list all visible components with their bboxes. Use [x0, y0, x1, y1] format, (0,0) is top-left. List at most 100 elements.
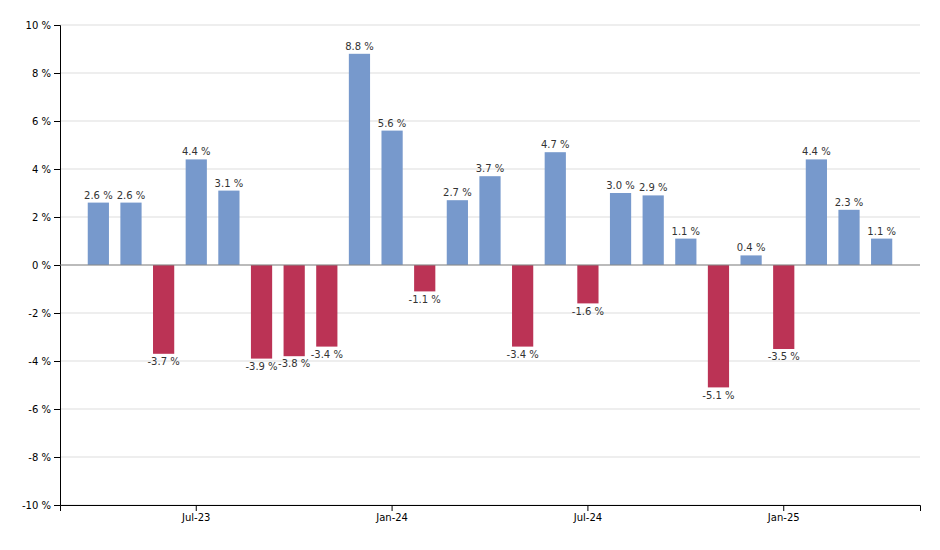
bar	[88, 203, 109, 265]
data-label: 2.9 %	[639, 182, 668, 193]
data-label: 0.4 %	[737, 242, 766, 253]
data-label: 2.6 %	[84, 190, 113, 201]
data-label: 1.1 %	[672, 226, 701, 237]
x-tick-mark	[392, 505, 393, 511]
bar	[153, 265, 174, 354]
y-tick-label: -4 %	[28, 356, 51, 367]
x-tick-mark	[196, 505, 197, 511]
y-tick-label: 10 %	[26, 20, 51, 31]
y-tick-label: -10 %	[22, 500, 51, 511]
grid-line	[60, 409, 920, 410]
data-label: 3.7 %	[476, 163, 505, 174]
y-tick: -2 %	[28, 308, 60, 319]
y-tick-mark	[54, 169, 60, 170]
data-label: 2.3 %	[835, 197, 864, 208]
x-axis-line	[61, 506, 921, 512]
bar	[577, 265, 598, 303]
y-tick-mark	[54, 265, 60, 266]
x-tick: Jul-23	[181, 505, 210, 523]
data-label: -1.1 %	[409, 294, 441, 305]
bar	[218, 191, 239, 265]
data-label: -3.4 %	[311, 349, 343, 360]
bar	[708, 265, 729, 387]
grid-line	[60, 457, 920, 458]
bar	[316, 265, 337, 347]
x-tick: Jan-25	[767, 505, 800, 523]
y-tick-label: 4 %	[32, 164, 51, 175]
x-tick-label: Jul-24	[573, 512, 602, 523]
grid-line	[60, 265, 920, 266]
bar	[512, 265, 533, 347]
data-label: -3.8 %	[278, 358, 310, 369]
bars	[88, 54, 893, 388]
bar	[186, 159, 207, 265]
bar	[479, 176, 500, 265]
bar	[838, 210, 859, 265]
y-tick-label: -6 %	[28, 404, 51, 415]
y-tick-mark	[54, 361, 60, 362]
bar	[675, 239, 696, 265]
y-tick: -8 %	[28, 452, 60, 463]
bar	[545, 152, 566, 265]
y-tick: 4 %	[32, 164, 60, 175]
y-tick-label: -2 %	[28, 308, 51, 319]
bar	[740, 255, 761, 265]
y-tick-label: 6 %	[32, 116, 51, 127]
data-label: 8.8 %	[345, 41, 374, 52]
y-tick-label: 8 %	[32, 68, 51, 79]
y-tick-mark	[54, 73, 60, 74]
y-tick: 2 %	[32, 212, 60, 223]
y-tick: -4 %	[28, 356, 60, 367]
bar	[447, 200, 468, 265]
y-tick-mark	[54, 25, 60, 26]
data-label: 2.6 %	[117, 190, 146, 201]
y-tick-mark	[54, 505, 60, 506]
y-axis: -10 %-8 %-6 %-4 %-2 %0 %2 %4 %6 %8 %10 %	[22, 20, 61, 511]
data-label: 2.7 %	[443, 187, 472, 198]
bar	[251, 265, 272, 359]
bar	[773, 265, 794, 349]
data-label: 3.0 %	[606, 180, 635, 191]
bar	[414, 265, 435, 291]
data-label: 4.4 %	[802, 146, 831, 157]
data-label: -3.7 %	[148, 356, 180, 367]
data-label: -1.6 %	[572, 306, 604, 317]
y-tick-mark	[54, 121, 60, 122]
y-tick: -10 %	[22, 500, 60, 511]
bar	[284, 265, 305, 356]
y-tick: 8 %	[32, 68, 60, 79]
y-axis-line	[54, 26, 61, 506]
grid	[60, 25, 920, 505]
x-tick-mark	[783, 505, 784, 511]
y-tick-mark	[54, 217, 60, 218]
x-tick-mark	[587, 505, 588, 511]
x-tick-label: Jan-24	[375, 512, 408, 523]
y-tick-label: -8 %	[28, 452, 51, 463]
y-tick-mark	[54, 313, 60, 314]
y-tick-mark	[54, 409, 60, 410]
y-tick-mark	[54, 457, 60, 458]
grid-line	[60, 25, 920, 26]
grid-line	[60, 121, 920, 122]
x-tick-label: Jul-23	[181, 512, 210, 523]
data-label: -3.9 %	[245, 361, 277, 372]
data-label: 3.1 %	[215, 178, 244, 189]
data-label: 5.6 %	[378, 118, 407, 129]
data-label: -3.5 %	[768, 351, 800, 362]
data-label: -3.4 %	[507, 349, 539, 360]
data-label: 4.4 %	[182, 146, 211, 157]
bar	[610, 193, 631, 265]
data-label: 1.1 %	[867, 226, 896, 237]
bar	[643, 195, 664, 265]
y-tick: 10 %	[26, 20, 60, 31]
zero-line	[60, 265, 920, 266]
bar	[871, 239, 892, 265]
grid-line	[60, 73, 920, 74]
bar	[806, 159, 827, 265]
y-tick: 6 %	[32, 116, 60, 127]
chart: -10 %-8 %-6 %-4 %-2 %0 %2 %4 %6 %8 %10 %…	[0, 0, 940, 550]
x-axis: Jul-23 Jan-24 Jul-24 Jan-25	[61, 505, 921, 523]
bar	[381, 131, 402, 265]
plot: -10 %-8 %-6 %-4 %-2 %0 %2 %4 %6 %8 %10 %…	[22, 20, 921, 523]
data-label: 4.7 %	[541, 139, 570, 150]
